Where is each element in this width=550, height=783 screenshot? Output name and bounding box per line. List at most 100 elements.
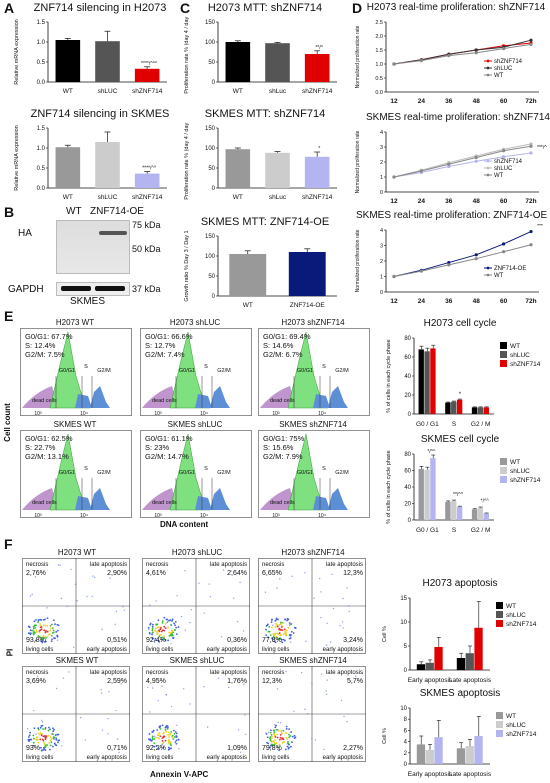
e-flow-xtick-3-0: 10³: [34, 411, 42, 416]
f-flow-necrosis-pct-2: 6,65%: [262, 570, 282, 577]
e-flow-plot-4: G0/G1: 61.1%S: 23%G2/M: 14.7% dead cells G…: [140, 430, 252, 518]
f-flow-dot: [169, 619, 172, 622]
d-bottom-ytick-label: 3: [380, 244, 383, 250]
d-top-xtick-label-1: 24: [418, 98, 426, 105]
f-flow-dot: [289, 634, 292, 637]
blot-row-gapdh: GAPDH: [8, 284, 44, 295]
f-flow-dot: [172, 637, 175, 639]
f-flow-dot: [155, 623, 158, 626]
d-mid-series-2-point-2: [447, 162, 451, 166]
f-flow-dot: [44, 746, 47, 748]
f-flow-dot: [156, 626, 159, 629]
f-flow-dot: [34, 576, 37, 578]
d-mid-ytick-label: 1: [380, 175, 383, 181]
f-flow-dot: [277, 721, 279, 724]
f-flow-living-pct-1: 92,4%: [146, 637, 166, 644]
c-top-bar-2: [304, 54, 330, 82]
c-bottom-xtick-label-0: WT: [243, 302, 253, 309]
f-flow-dot: [170, 629, 173, 632]
e-flow-title-0: H2073 WT: [55, 318, 95, 327]
c-mid-chart: Proliferation rate % (day 4 / day 1) 0 50 1…: [184, 122, 337, 201]
f-flow-dot: [47, 734, 50, 737]
d-bottom-series-0-point-4: [502, 242, 506, 246]
f-flow-dot: [157, 619, 160, 622]
e-flow-s-label-0: S: [84, 364, 88, 370]
f-flow-dot: [162, 731, 165, 734]
f-flow-late-pct-4: 1,76%: [227, 678, 247, 685]
d-mid-series-0-point-3: [474, 159, 478, 163]
f-flow-dot: [154, 637, 157, 640]
f-flow-dot: [39, 732, 42, 734]
f-flow-dot: [35, 733, 37, 735]
f-flow-dot: [239, 581, 241, 584]
f-flow-late-label-2: late apoptosis: [326, 562, 363, 568]
a-top-xtick-label-1: shLUC: [98, 88, 118, 95]
f-flow-dot: [173, 736, 176, 739]
f-flow-dot: [272, 633, 275, 635]
f-flow-dot: [33, 620, 36, 623]
c-bottom-bar-1: [288, 252, 326, 296]
f-flow-dot: [35, 738, 38, 741]
d-mid-ytick-label: 4: [380, 130, 383, 136]
e-bottom-ylabel: % of cells in each cycle phase: [386, 450, 392, 523]
d-mid-series-2-point-0: [392, 175, 396, 179]
f-flow-dot: [320, 673, 323, 675]
f-flow-dot: [34, 626, 37, 629]
d-mid-ytick-label: 0: [380, 190, 383, 196]
f-flow-dot: [33, 632, 36, 634]
f-flow-dot: [54, 734, 57, 736]
c-top-title: H2073 MTT: shZNF714: [207, 2, 323, 14]
f-flow-dot: [43, 629, 46, 632]
f-flow-dot: [331, 573, 333, 576]
d-mid-series-2-point-1: [419, 169, 423, 173]
f-flow-necrosis-pct-3: 3,69%: [26, 678, 46, 685]
f-flow-dot: [339, 624, 341, 627]
f-flow-title-2: H2073 shZNF714: [281, 548, 345, 557]
f-flow-dot: [46, 635, 49, 638]
f-flow-dot: [40, 719, 43, 722]
f-flow-dot: [153, 738, 156, 740]
f-flow-dot: [86, 595, 88, 598]
d-mid-ylabel: Normalized proliferation rate: [355, 130, 361, 193]
d-bottom-ytick-label: 2: [380, 259, 383, 265]
f-flow-dot: [32, 627, 35, 630]
d-mid-series-2-point-3: [474, 155, 478, 160]
f-bottom-legend-label-1: shLUC: [506, 722, 526, 729]
f-flow-dot: [172, 729, 175, 732]
f-flow-dot: [307, 713, 309, 715]
f-flow-dot: [286, 619, 288, 622]
f-flow-dot: [53, 742, 56, 745]
c-mid-annotation: *: [318, 146, 320, 152]
f-flow-dot: [169, 732, 171, 735]
f-flow-title-0: H2073 WT: [57, 548, 97, 557]
e-flow-dead-3: [22, 488, 58, 510]
e-bottom-legend-swatch-2: [500, 476, 507, 483]
d-top-series-2-point-0: [392, 62, 396, 66]
f-flow-dot: [165, 618, 168, 621]
f-flow-dot: [27, 736, 30, 738]
f-flow-dot: [189, 703, 191, 705]
blot-col-oe: ZNF714-OE: [90, 206, 144, 217]
blot-kda-75: 75 kDa: [132, 220, 161, 230]
f-flow-dot: [279, 621, 282, 624]
f-flow-dot: [280, 626, 283, 628]
f-flow-dot: [120, 683, 122, 685]
f-flow-dot: [273, 743, 276, 746]
f-flow-dot: [49, 748, 51, 751]
f-flow-plot-5: necrosis late apoptosis 12,3% 5,7% 79,8% 2,27…: [258, 666, 366, 762]
f-flow-dot: [51, 638, 53, 641]
f-flow-dot: [43, 735, 45, 738]
c-bottom-ytick-label: 150: [205, 234, 216, 240]
f-flow-dot: [177, 738, 180, 741]
e-flow-s-label-5: S: [322, 466, 326, 472]
e-flow-dead-2: [260, 386, 296, 408]
f-flow-dot: [70, 568, 72, 571]
f-flow-dot: [35, 619, 37, 621]
f-top-xtick-label-0: Early apoptosis: [408, 677, 453, 684]
f-flow-dot: [265, 634, 268, 637]
f-flow-necrosis-label-3: necrosis: [26, 670, 48, 676]
c-mid-title: SKMES MTT: shZNF714: [204, 108, 326, 120]
e-flow-g1-pct-4: G0/G1: 61.1%: [145, 434, 193, 443]
f-top-bar-0-0: [416, 664, 426, 670]
